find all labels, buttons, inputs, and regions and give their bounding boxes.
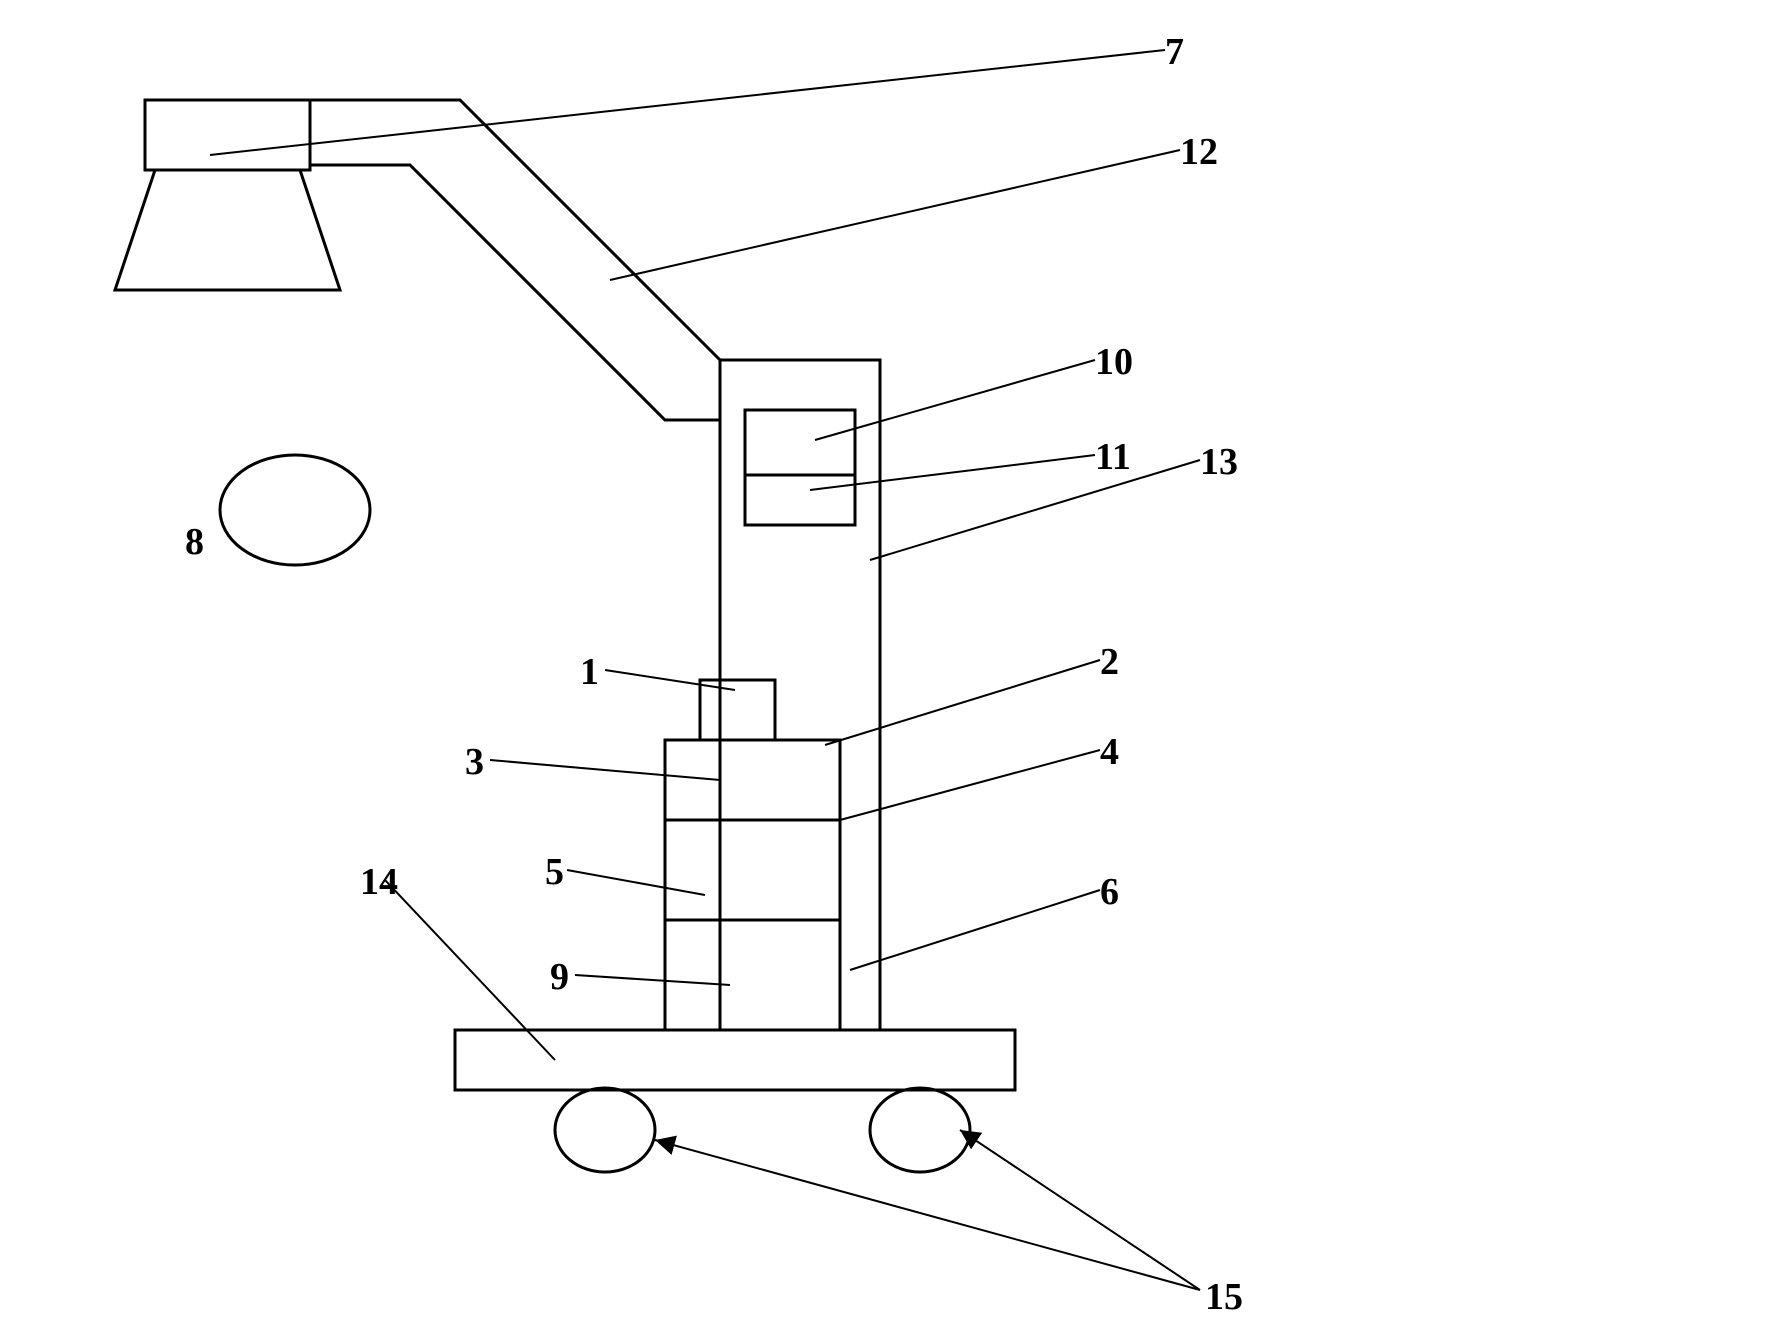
callout-label-4: 4 [1100, 730, 1119, 774]
callout-label-11: 11 [1095, 435, 1131, 479]
callout-label-3: 3 [465, 740, 484, 784]
callout-label-10: 10 [1095, 340, 1133, 384]
callout-label-1: 1 [580, 650, 599, 694]
callout-label-9: 9 [550, 955, 569, 999]
callout-label-15: 15 [1205, 1275, 1243, 1319]
technical-diagram [0, 0, 1788, 1335]
callout-label-12: 12 [1180, 130, 1218, 174]
callout-label-6: 6 [1100, 870, 1119, 914]
callout-label-2: 2 [1100, 640, 1119, 684]
callout-label-13: 13 [1200, 440, 1238, 484]
callout-label-8: 8 [185, 520, 204, 564]
callout-label-5: 5 [545, 850, 564, 894]
callout-label-7: 7 [1165, 30, 1184, 74]
callout-label-14: 14 [360, 860, 398, 904]
